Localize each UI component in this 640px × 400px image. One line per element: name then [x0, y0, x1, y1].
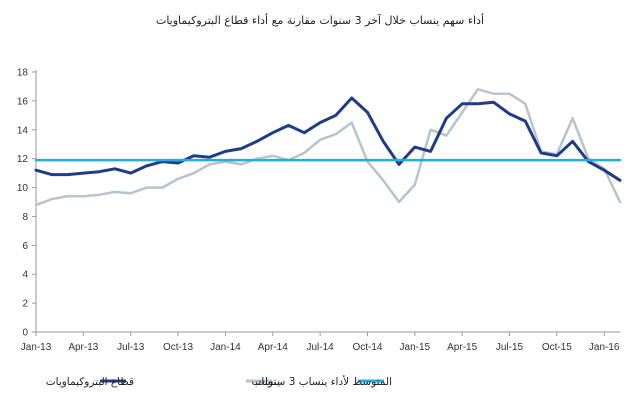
legend-item-sector: قطاع البتروكيماويات: [46, 376, 134, 388]
x-tick-label: Jul-14: [306, 342, 334, 353]
x-tick-label: Apr-15: [447, 342, 477, 353]
legend-label: المتوسط لأداء ينساب 3 سنوات: [255, 375, 392, 388]
y-tick-label: 12: [17, 154, 29, 165]
y-tick-label: 2: [22, 299, 28, 310]
chart-title: أداء سهم ينساب خلال آخر 3 سنوات مقارنة م…: [156, 13, 484, 27]
x-tick-label: Jul-13: [117, 342, 145, 353]
x-tick-label: Apr-13: [68, 342, 98, 353]
x-tick-label: Jan-13: [21, 342, 52, 353]
y-tick-label: 18: [17, 68, 29, 79]
y-tick-label: 6: [22, 241, 28, 252]
x-tick-label: Jan-16: [589, 342, 620, 353]
series-layer: [34, 88, 622, 207]
series-line-yansab: [34, 88, 622, 207]
axes: 0 2 4 6 8 10 12 14 16 18 Jan-13 Apr-13 Jul-13 Oct-13 J…: [17, 68, 620, 353]
x-tick-label: Jul-15: [496, 342, 524, 353]
legend-label: قطاع البتروكيماويات: [46, 376, 134, 388]
x-tick-label: Apr-14: [258, 342, 288, 353]
y-tick-label: 8: [22, 212, 28, 223]
y-tick-label: 10: [17, 183, 29, 194]
x-tick-label: Jan-14: [210, 342, 241, 353]
y-tick-label: 4: [22, 270, 28, 281]
y-tick-label: 0: [22, 328, 28, 339]
x-tick-label: Oct-14: [352, 342, 382, 353]
x-tick-label: Oct-13: [163, 342, 193, 353]
y-tick-label: 16: [17, 96, 29, 107]
x-tick-label: Oct-15: [542, 342, 572, 353]
legend-label: ينساب: [251, 376, 280, 388]
y-tick-label: 14: [17, 125, 29, 136]
x-tick-label: Jan-15: [400, 342, 431, 353]
legend-item-yansab: ينساب: [246, 376, 280, 388]
legend-item-average: المتوسط لأداء ينساب 3 سنوات: [255, 375, 392, 388]
series-line-sector: [34, 96, 622, 182]
